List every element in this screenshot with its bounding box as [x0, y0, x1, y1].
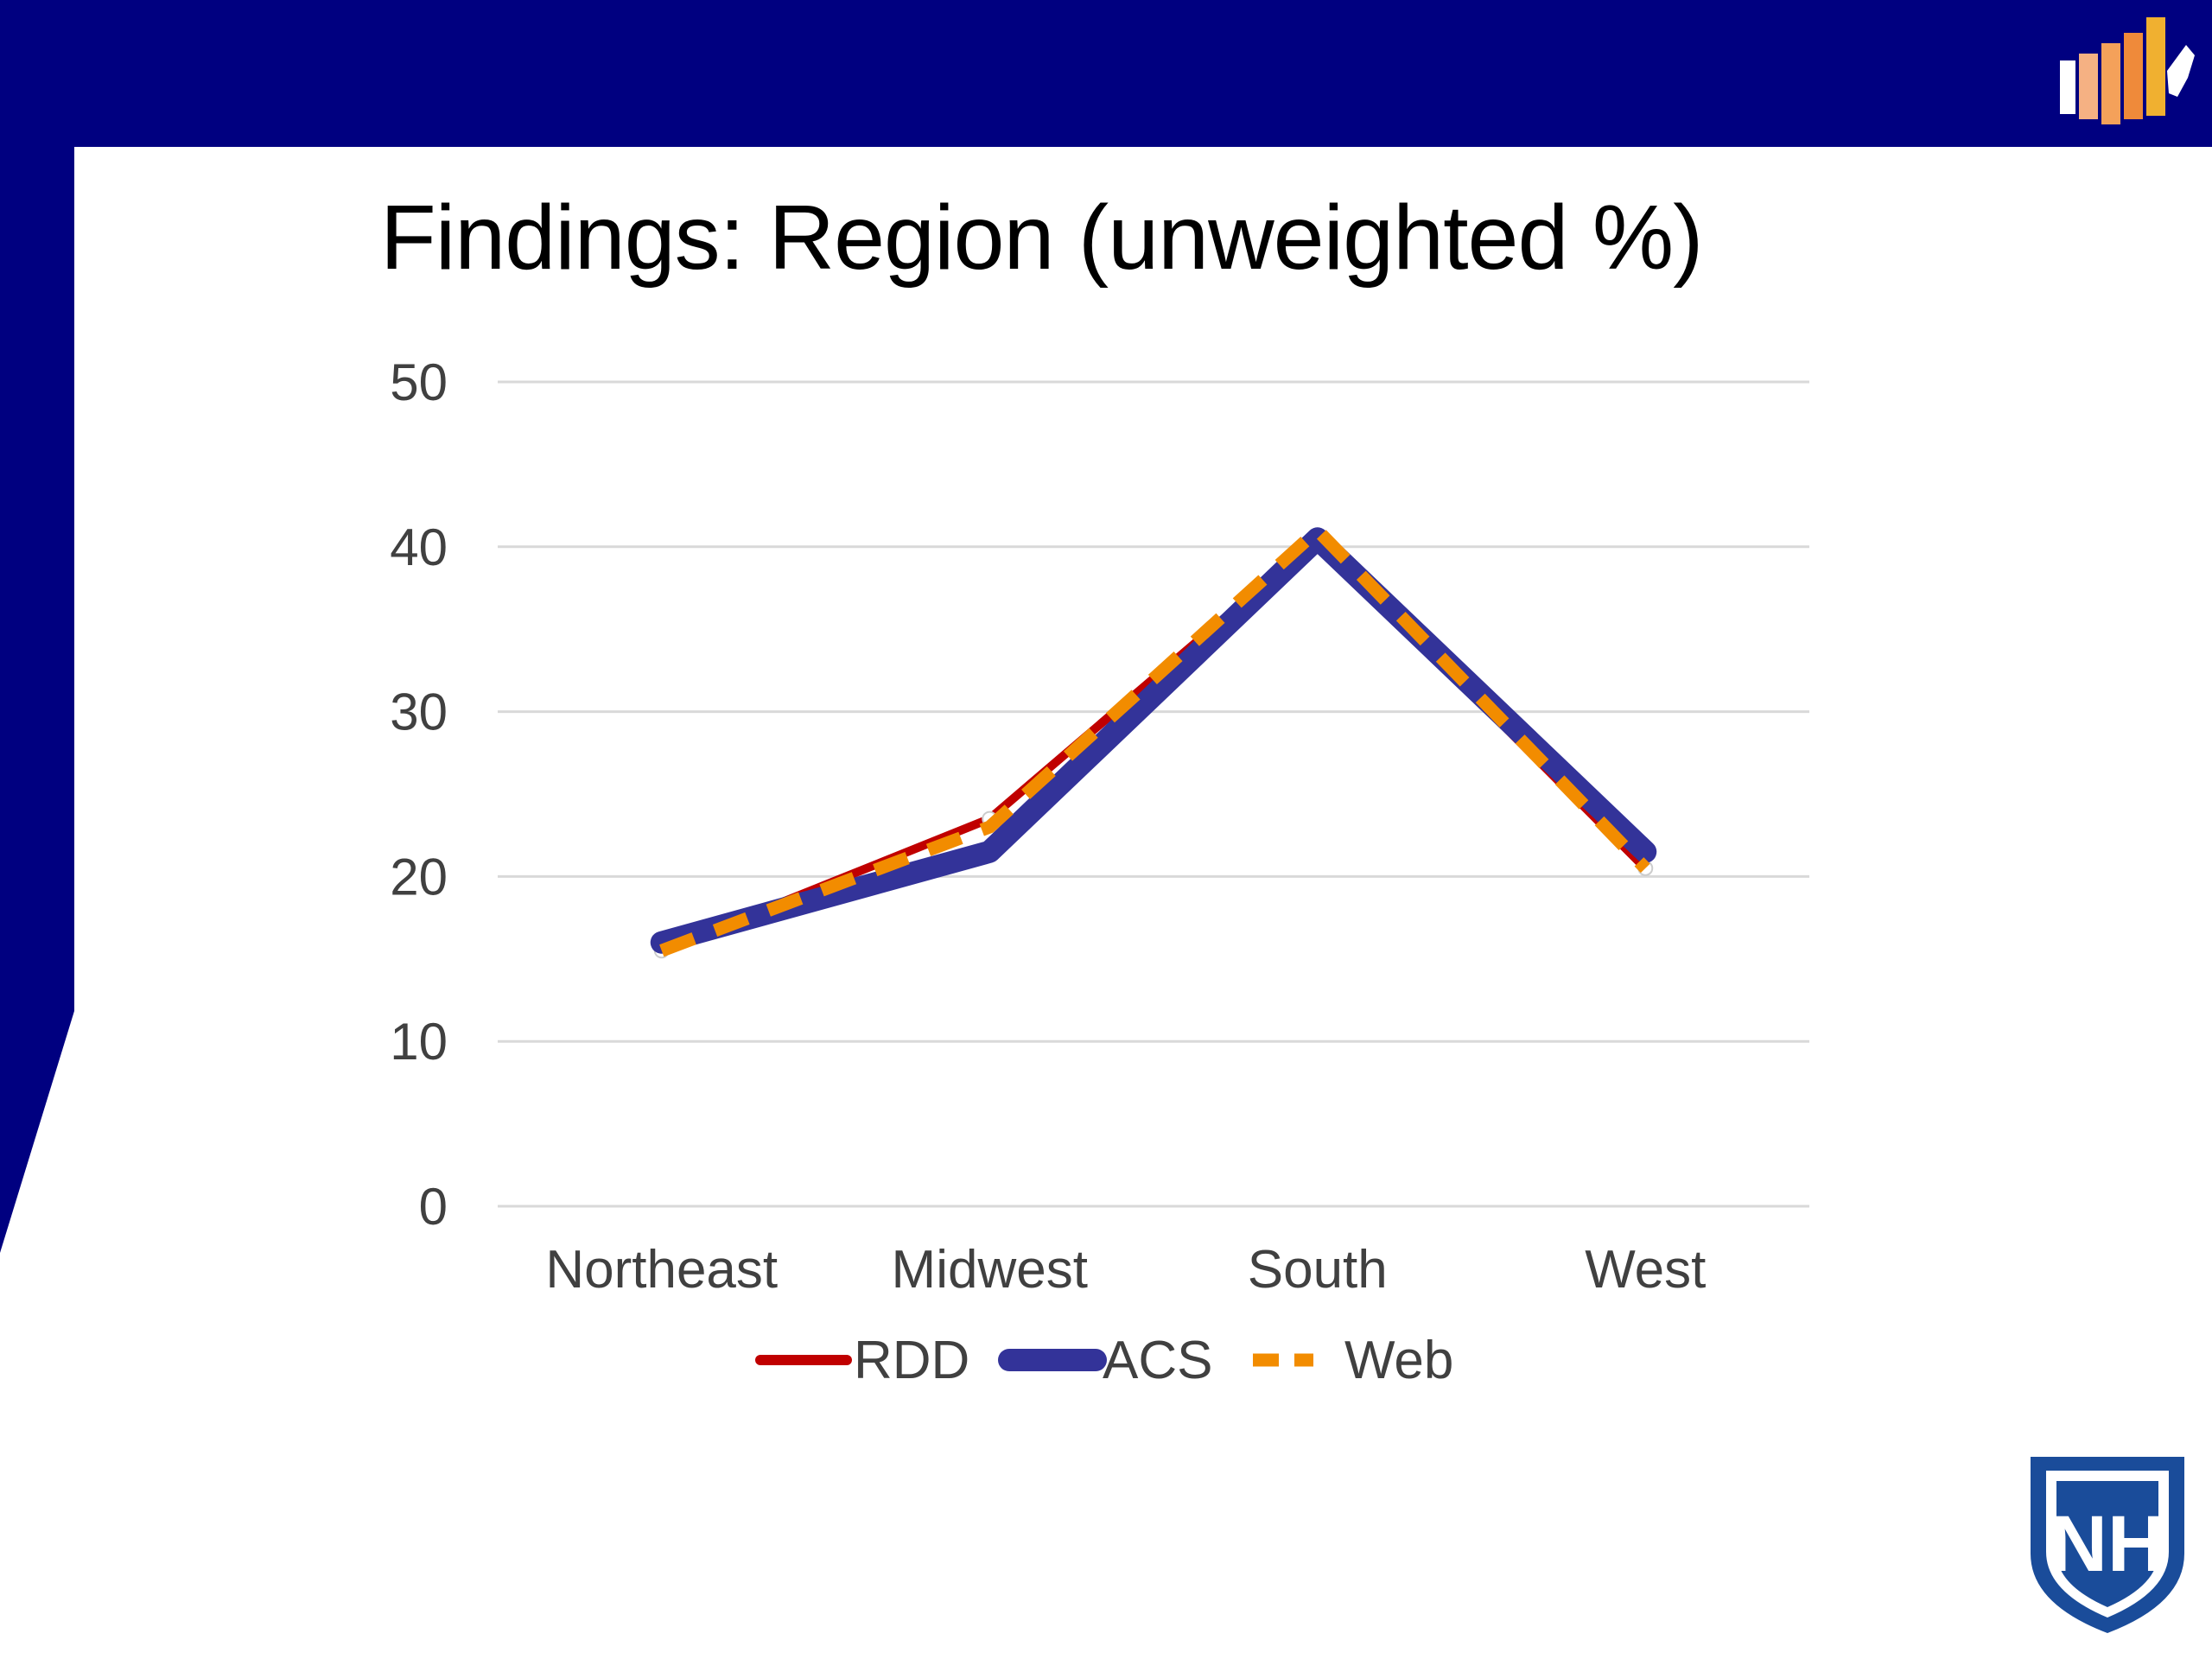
x-category-label: Northeast: [545, 1240, 778, 1300]
legend-label-rdd: RDD: [854, 1331, 969, 1390]
nh-shield-logo: NH: [2031, 1457, 2184, 1633]
y-tick-label: 50: [390, 353, 448, 411]
left-banner: [0, 0, 74, 1011]
y-tick-label: 0: [419, 1178, 448, 1236]
legend-label-acs: ACS: [1103, 1331, 1212, 1390]
series-line-acs: [650, 527, 1657, 954]
series-line-rdd: [657, 534, 1650, 956]
x-category-label: West: [1585, 1240, 1706, 1300]
series-line-web: [659, 524, 1650, 957]
x-category-label: South: [1248, 1240, 1388, 1300]
x-category-label: Midwest: [892, 1240, 1088, 1300]
y-tick-label: 40: [390, 518, 448, 576]
y-tick-label: 20: [390, 848, 448, 906]
left-wedge-decoration: [0, 1011, 74, 1253]
top-banner: [0, 0, 2212, 147]
bar-chart-us-map-logo: [2060, 17, 2195, 124]
y-tick-label: 30: [390, 683, 448, 741]
legend-label-web: Web: [1344, 1331, 1453, 1390]
y-tick-label: 10: [390, 1013, 448, 1071]
slide-title: Findings: Region (unweighted %): [380, 187, 1703, 289]
nh-logo-text: NH: [2050, 1500, 2165, 1588]
